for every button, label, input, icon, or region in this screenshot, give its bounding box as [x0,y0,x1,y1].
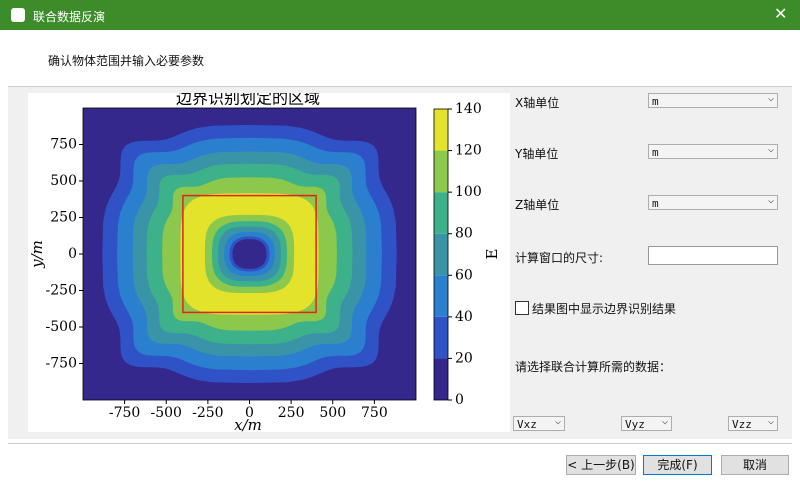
colorbar-tick-label: 120 [455,143,482,159]
window-size-input[interactable] [648,246,778,265]
y-tick-label: -250 [46,283,77,299]
colorbar-segment [434,358,448,400]
boundary-rect [182,194,317,314]
title-bar: 联合数据反演 ✕ [0,0,800,30]
colorbar-segment [434,150,448,193]
window-size-label: 计算窗口的尺寸: [515,251,604,265]
checkbox-label[interactable]: 结果图中显示边界识别结果 [532,302,677,316]
checkbox[interactable] [515,301,529,315]
colorbar-frame [433,108,449,401]
back-button[interactable]: < 上一步(B) [566,455,636,475]
x-axis-label: x/m [234,416,262,432]
y-tick-label: 750 [50,137,77,153]
z-unit-select[interactable]: m [648,193,778,210]
cancel-button[interactable]: 取消 [721,455,789,475]
colorbar-segment [434,275,448,317]
y-tick-label: -750 [46,356,77,372]
colorbar-tick-label: 80 [455,226,473,242]
x-tick-label: -250 [192,405,223,421]
subtitle: 确认物体范围并输入必要参数 [48,54,205,68]
colorbar-segment [434,233,448,276]
y-tick-label: -500 [46,319,77,335]
x-tick-label: -750 [109,405,140,421]
app-icon [11,8,25,22]
chart-title: 边界识别划定的区域 [176,93,320,108]
contour-band [232,239,267,269]
close-button[interactable]: ✕ [774,4,788,23]
colorbar-segment [434,109,448,151]
colorbar-tick-label: 60 [455,267,473,283]
finish-button[interactable]: 完成(F) [643,455,712,475]
colorbar-tick-label: 100 [455,184,482,200]
x-tick-label: -500 [151,405,182,421]
x-tick-label: 750 [361,405,388,421]
z-unit-label: Z轴单位 [515,198,560,212]
window-title: 联合数据反演 [33,10,106,24]
separator [8,443,792,444]
data-select[interactable]: Vzz [728,414,778,431]
y-tick-label: 500 [50,173,77,189]
y-tick-label: 250 [50,210,77,226]
y-unit-label: Y轴单位 [515,147,559,161]
colorbar-tick-label: 20 [455,350,473,366]
chart: 边界识别划定的区域 x/m y/m E -750 -500 -250 0 250 500 7… [28,93,510,432]
y-tick-label: 0 [68,246,77,262]
x-unit-select[interactable]: m [648,91,778,108]
colorbar-segment [434,192,448,234]
x-tick-label: 250 [278,405,305,421]
data-prompt: 请选择联合计算所需的数据： [515,360,672,374]
data-select[interactable]: Vxz [513,414,565,431]
x-unit-label: X轴单位 [515,96,560,110]
colorbar-segment [434,316,448,359]
colorbar-tick-label: 140 [455,101,482,117]
y-unit-select[interactable]: m [648,142,778,159]
x-tick-label: 0 [245,405,254,421]
data-select[interactable]: Vyz [621,414,672,431]
colorbar-tick-label: 40 [455,309,473,325]
y-axis-label: y/m [28,240,46,269]
colorbar-tick-label: 0 [455,392,464,408]
x-tick-label: 500 [319,405,346,421]
colorbar-label: E [483,249,501,260]
